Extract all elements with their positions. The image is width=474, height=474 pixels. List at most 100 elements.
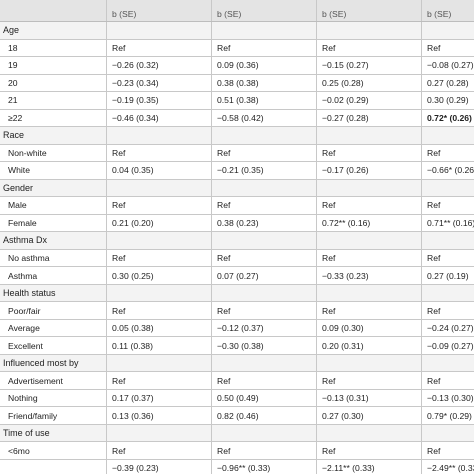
empty-cell: [421, 179, 474, 197]
header-cell: b (SE): [316, 0, 421, 21]
row-label: Average: [8, 323, 40, 334]
row-label: [0, 460, 106, 474]
value-cell: 0.30 (0.25): [106, 267, 211, 284]
section-label: Age: [3, 25, 20, 36]
value-cell: −0.39 (0.23): [106, 459, 211, 474]
value-cell: 0.38 (0.38): [211, 74, 316, 92]
data-row: <6mo Ref Ref Ref Ref: [0, 442, 474, 460]
empty-cell: [316, 127, 421, 144]
data-row: Average 0.05 (0.38) −0.12 (0.37) 0.09 (0.30…: [0, 319, 474, 338]
value-cell: 0.38 (0.23): [211, 214, 316, 232]
value-cell: −0.21 (0.35): [211, 162, 316, 179]
section-row: Age: [0, 22, 474, 40]
data-row: No asthma Ref Ref Ref Ref: [0, 249, 474, 268]
row-label: 18: [8, 42, 18, 53]
value-cell: Ref: [106, 302, 211, 319]
row-label: Non-white: [8, 147, 47, 158]
value-cell: −0.46 (0.34): [106, 109, 211, 127]
value-cell: −0.08 (0.27): [421, 57, 474, 74]
value-cell: 0.20 (0.31): [316, 337, 421, 354]
value-cell: 0.09 (0.36): [211, 57, 316, 74]
value-cell: 0.13 (0.36): [106, 407, 211, 424]
section-label: Gender: [3, 182, 34, 193]
value-cell: −0.26 (0.32): [106, 57, 211, 74]
data-row: −0.39 (0.23) −0.96** (0.33) −2.11** (0.33)…: [0, 459, 474, 474]
empty-cell: [421, 232, 474, 249]
value-cell: −0.09 (0.27): [421, 337, 474, 354]
empty-cell: [421, 424, 474, 442]
value-cell: Ref: [106, 249, 211, 267]
row-label: ≥22: [8, 112, 23, 123]
empty-cell: [316, 424, 421, 442]
value-cell: 0.27 (0.19): [421, 267, 474, 284]
empty-cell: [316, 179, 421, 197]
row-label: 20: [8, 77, 18, 88]
value-cell: 0.72* (0.26): [421, 109, 474, 127]
empty-cell: [211, 22, 316, 39]
data-row: Nothing 0.17 (0.37) 0.50 (0.49) −0.13 (0.31…: [0, 389, 474, 408]
empty-cell: [106, 127, 211, 144]
section-label: Influenced most by: [3, 358, 79, 369]
empty-cell: [211, 284, 316, 302]
row-label: Male: [8, 200, 27, 211]
value-cell: 0.30 (0.29): [421, 92, 474, 109]
empty-cell: [421, 284, 474, 302]
data-row: Excellent 0.11 (0.38) −0.30 (0.38) 0.20 (0.…: [0, 337, 474, 355]
data-row: Friend/family 0.13 (0.36) 0.82 (0.46) 0.27 …: [0, 407, 474, 425]
value-cell: 0.50 (0.49): [211, 389, 316, 407]
section-row: Asthma Dx: [0, 232, 474, 250]
value-cell: 0.72** (0.16): [316, 214, 421, 232]
value-cell: Ref: [106, 197, 211, 214]
value-cell: 0.11 (0.38): [106, 337, 211, 354]
row-label: Nothing: [8, 393, 38, 404]
value-cell: Ref: [316, 249, 421, 267]
empty-cell: [211, 232, 316, 249]
section-row: Influenced most by: [0, 354, 474, 373]
section-label: Time of use: [3, 428, 50, 439]
empty-cell: [316, 22, 421, 39]
value-cell: Ref: [316, 39, 421, 57]
value-cell: Ref: [106, 442, 211, 459]
section-row: Health status: [0, 284, 474, 303]
empty-cell: [211, 354, 316, 372]
value-cell: Ref: [316, 144, 421, 162]
row-label: Female: [8, 217, 37, 228]
section-label: Asthma Dx: [3, 235, 48, 246]
value-cell: Ref: [211, 302, 316, 319]
value-cell: −2.49** (0.33): [421, 459, 474, 474]
data-row: White 0.04 (0.35) −0.21 (0.35) −0.17 (0.26)…: [0, 162, 474, 180]
value-cell: Ref: [211, 249, 316, 267]
value-cell: Ref: [421, 144, 474, 162]
data-row: Non-white Ref Ref Ref Ref: [0, 144, 474, 163]
value-cell: Ref: [316, 442, 421, 459]
empty-cell: [106, 354, 211, 372]
value-cell: −0.30 (0.38): [211, 337, 316, 354]
value-cell: −0.19 (0.35): [106, 92, 211, 109]
data-row: Asthma 0.30 (0.25) 0.07 (0.27) −0.33 (0.23)…: [0, 267, 474, 285]
row-label: Asthma: [8, 270, 38, 281]
data-row: ≥22 −0.46 (0.34) −0.58 (0.42) −0.27 (0.28) 0…: [0, 109, 474, 128]
empty-cell: [211, 424, 316, 442]
value-cell: −0.13 (0.31): [316, 389, 421, 407]
empty-cell: [316, 232, 421, 249]
value-cell: Ref: [106, 372, 211, 389]
empty-cell: [106, 232, 211, 249]
value-cell: Ref: [421, 197, 474, 214]
empty-cell: [106, 424, 211, 442]
value-cell: Ref: [316, 197, 421, 214]
value-cell: 0.05 (0.38): [106, 319, 211, 337]
value-cell: 0.51 (0.38): [211, 92, 316, 109]
row-label: Friend/family: [8, 410, 58, 421]
value-cell: −0.27 (0.28): [316, 109, 421, 127]
value-cell: 0.07 (0.27): [211, 267, 316, 284]
empty-cell: [211, 179, 316, 197]
section-label: Race: [3, 130, 25, 141]
value-cell: −2.11** (0.33): [316, 459, 421, 474]
data-row: 21 −0.19 (0.35) 0.51 (0.38) −0.02 (0.29) 0.3…: [0, 92, 474, 110]
header-cell: b (SE): [421, 0, 474, 21]
value-cell: 0.25 (0.28): [316, 74, 421, 92]
value-cell: −0.02 (0.29): [316, 92, 421, 109]
data-row: 20 −0.23 (0.34) 0.38 (0.38) 0.25 (0.28) 0.27…: [0, 74, 474, 93]
data-row: Male Ref Ref Ref Ref: [0, 197, 474, 215]
